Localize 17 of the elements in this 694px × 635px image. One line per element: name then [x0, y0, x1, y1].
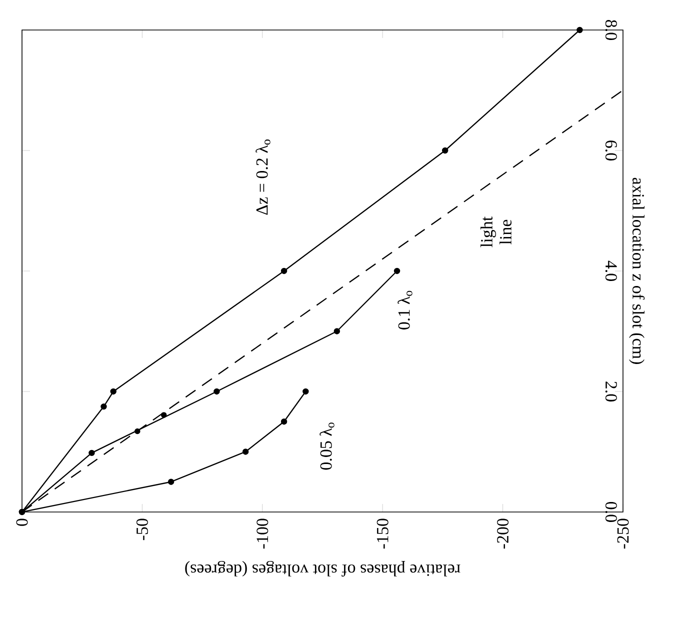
annotation: 0.1 λ$_{o}$	[398, 290, 412, 330]
y-tick-label: 2.0	[605, 382, 617, 402]
y-tick-label: 0.0	[605, 502, 617, 522]
y-axis-title: axial location z of slot (cm)	[629, 178, 645, 364]
y-tick-label: 6.0	[605, 140, 617, 160]
annotation: 0.05 λ$_{o}$	[320, 422, 334, 470]
y-tick-label: 8.0	[605, 20, 617, 40]
x-tick-label: -100	[256, 518, 268, 549]
annotation: light line	[480, 216, 512, 248]
x-tick-label: -200	[497, 518, 509, 549]
annotation: Δz = 0.2 λ$_{o}$	[256, 140, 270, 215]
x-tick-label: -150	[376, 518, 388, 549]
x-axis-title: relative phases of slot voltages (degrees)	[185, 560, 460, 577]
x-tick-label: -50	[136, 518, 148, 540]
y-tick-label: 4.0	[605, 260, 617, 281]
x-tick-label: -250	[617, 518, 629, 549]
x-tick-label: 0	[16, 518, 28, 526]
